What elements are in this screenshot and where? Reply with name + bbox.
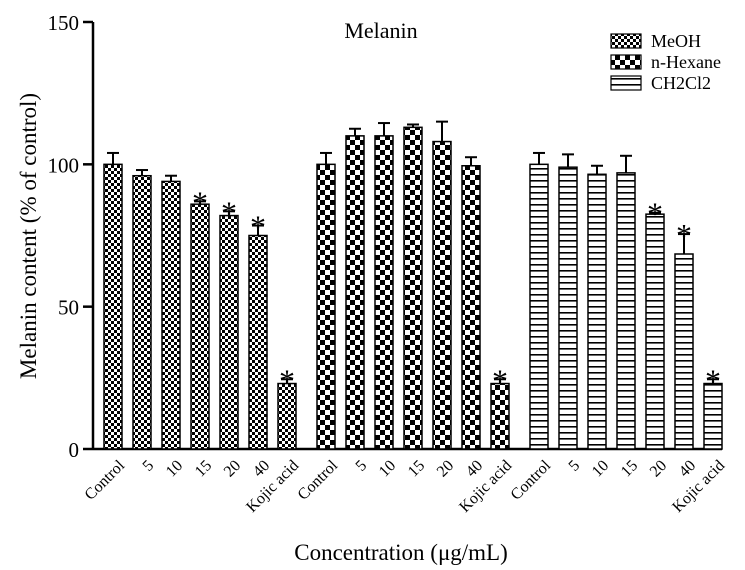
bar (345, 135, 365, 450)
significance-marker: * (221, 194, 237, 230)
bar (219, 214, 239, 450)
bar (161, 180, 181, 450)
series-3: * * * (529, 151, 723, 450)
bar (316, 163, 336, 450)
legend-swatch (610, 33, 642, 49)
x-tick-label: 15 (405, 457, 428, 480)
x-tick-label: 10 (163, 457, 186, 480)
y-tick-label: 0 (69, 438, 80, 462)
x-tick-label: 10 (376, 457, 399, 480)
bar (374, 135, 394, 450)
x-tick-label: 5 (566, 457, 584, 475)
bar (248, 234, 268, 450)
y-axis-label: Melanin content (% of control) (16, 93, 41, 379)
legend-label: CH2Cl2 (651, 73, 711, 93)
x-tick-label: 10 (589, 457, 612, 480)
bar (616, 172, 636, 450)
y-tick-label: 100 (48, 153, 80, 177)
x-tick-label: 5 (140, 457, 158, 475)
bar (558, 166, 578, 450)
legend-item: n-Hexane (610, 52, 721, 72)
series-1: * * * * (103, 151, 297, 450)
bar (461, 165, 481, 450)
significance-marker: * (647, 196, 663, 232)
y-tick-label: 150 (48, 11, 80, 35)
x-tick-label: 15 (192, 457, 215, 480)
bar (529, 163, 549, 450)
legend-item: MeOH (610, 31, 701, 51)
x-tick-label: Control (508, 457, 555, 504)
x-tick-label: 5 (353, 457, 371, 475)
legend-item: CH2Cl2 (610, 73, 711, 93)
chart-title: Melanin (344, 18, 417, 43)
significance-marker: * (192, 184, 208, 220)
x-tick-label: 20 (434, 457, 457, 480)
bars: * * * * * * * * (103, 120, 723, 450)
legend-swatch (610, 75, 642, 91)
x-tick-label: Control (295, 457, 342, 504)
significance-marker: * (492, 362, 508, 398)
bar (190, 203, 210, 450)
legend-label: n-Hexane (651, 52, 721, 72)
significance-marker: * (279, 362, 295, 398)
x-axis-label: Concentration (μg/mL) (294, 540, 508, 565)
x-tick-label: 20 (647, 457, 670, 480)
bar (645, 213, 665, 450)
significance-marker: * (250, 209, 266, 245)
series-2: * (316, 120, 510, 450)
y-tick-label: 50 (58, 296, 79, 320)
bar (132, 174, 152, 450)
significance-marker: * (705, 362, 721, 398)
bar (432, 140, 452, 450)
x-tick-label: Control (82, 457, 129, 504)
bar (674, 253, 694, 450)
bar (103, 163, 123, 450)
legend-swatch (610, 54, 642, 70)
x-tick-label: 15 (618, 457, 641, 480)
bar (403, 126, 423, 450)
bar (587, 173, 607, 450)
x-tick-label: 20 (221, 457, 244, 480)
legend-label: MeOH (651, 31, 701, 51)
significance-marker: * (676, 217, 692, 253)
